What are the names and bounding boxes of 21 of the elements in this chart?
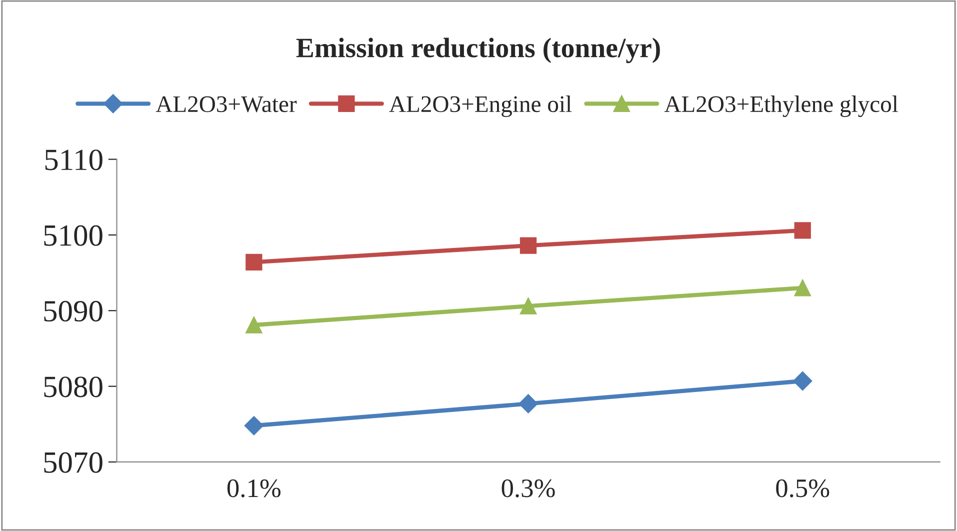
point [794, 280, 811, 296]
point [518, 394, 538, 414]
x-tick-label: 0.1% [227, 479, 281, 498]
y-tick-label: 5080 [44, 376, 102, 398]
point [794, 222, 811, 239]
y-tick-label: 5110 [45, 150, 102, 170]
point [244, 416, 264, 436]
legend-label: AL2O3+Ethylene glycol [664, 96, 898, 118]
point [246, 316, 262, 334]
legend-label: AL2O3+Engine oil [389, 96, 572, 118]
x-tick-label: 0.5% [776, 479, 830, 498]
chart-title: Emission reductions (tonne/yr) [296, 38, 660, 64]
y-tick-label: 5100 [44, 225, 102, 246]
point [793, 371, 812, 391]
y-tick-label: 5090 [44, 300, 102, 322]
y-tick-label: 5070 [44, 452, 102, 473]
point [520, 237, 537, 254]
legend-label: AL2O3+Water [156, 96, 297, 112]
point [520, 298, 537, 314]
x-tick-label: 0.3% [502, 479, 555, 498]
point [246, 254, 262, 271]
